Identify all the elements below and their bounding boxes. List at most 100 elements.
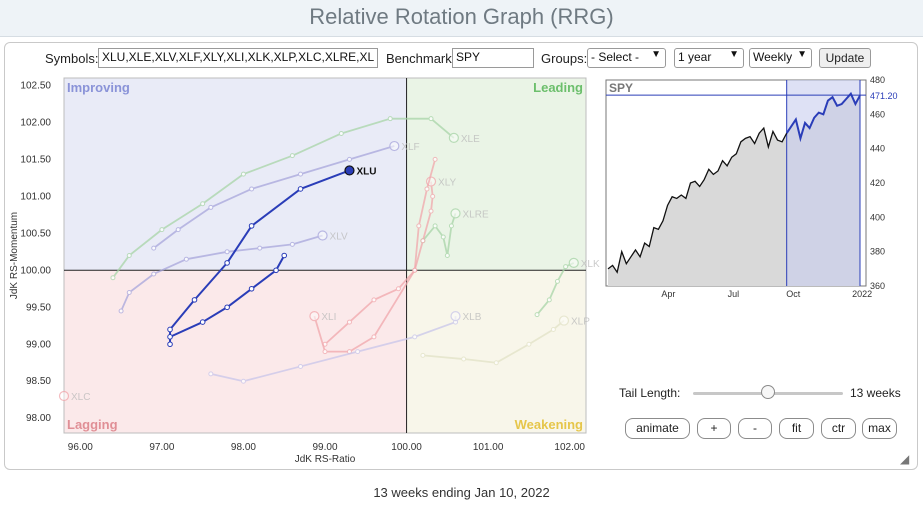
tail-point <box>420 352 426 358</box>
spy-y-tick-label: 460 <box>870 109 885 119</box>
zoom-in-button[interactable]: + <box>697 418 731 439</box>
spy-y-tick-label: 480 <box>870 75 885 85</box>
spy-y-tick-label: 400 <box>870 212 885 222</box>
tail-point <box>151 271 157 277</box>
zoom-out-button[interactable]: - <box>738 418 772 439</box>
leading-quadrant <box>406 78 586 271</box>
x-tick-label: 99.00 <box>312 442 337 453</box>
tail-point <box>199 319 206 325</box>
tail-point <box>167 326 173 333</box>
groups-select[interactable]: - Select - ▼ <box>587 48 666 68</box>
update-button[interactable]: Update <box>819 48 871 68</box>
tail-point <box>240 378 246 384</box>
spy-y-tick-label: 420 <box>870 178 885 188</box>
resize-grip-icon[interactable]: ◢ <box>900 452 910 466</box>
series-label-xlf: XLF <box>401 142 419 153</box>
spy-x-tick-label: Apr <box>661 289 675 299</box>
y-tick-label: 101.00 <box>20 191 51 202</box>
spy-last-value: 471.20 <box>870 91 898 101</box>
tail-point <box>118 308 124 314</box>
tail-point <box>346 319 352 325</box>
series-label-xlc: XLC <box>71 392 90 403</box>
tail-point <box>126 289 132 295</box>
tail-point <box>183 256 189 262</box>
head-point-xlf <box>389 140 400 152</box>
chevron-down-icon: ▼ <box>651 49 661 60</box>
benchmark-input[interactable]: SPY <box>452 48 534 68</box>
tail-point <box>493 360 499 366</box>
x-tick-label: 96.00 <box>68 442 93 453</box>
tail-point <box>428 208 434 214</box>
tail-point <box>240 171 246 177</box>
tail-line-xle <box>112 117 455 279</box>
x-axis-label: JdK RS-Ratio <box>295 454 356 465</box>
page-title: Relative Rotation Graph (RRG) <box>309 4 614 29</box>
series-xlb: XLB <box>208 311 482 384</box>
y-tick-label: 100.00 <box>20 265 51 276</box>
fit-button[interactable]: fit <box>779 418 814 439</box>
tail-point <box>298 363 304 369</box>
tail-point <box>159 227 165 233</box>
tail-length-slider-handle[interactable] <box>761 385 775 399</box>
series-label-xlk: XLK <box>581 259 600 270</box>
symbols-input[interactable]: XLU,XLE,XLV,XLF,XLY,XLI,XLK,XLP,XLC,XLRE… <box>98 48 378 68</box>
series-label-xlv: XLV <box>330 232 348 243</box>
spy-x-tick-label: Oct <box>786 289 801 299</box>
tail-point <box>416 223 422 229</box>
tail-point <box>298 171 304 177</box>
tail-line-xlv <box>120 234 323 312</box>
quadrant-label-leading: Leading <box>533 80 583 95</box>
tail-point <box>248 223 255 229</box>
weakening-quadrant <box>406 270 586 433</box>
tail-point <box>554 278 560 284</box>
tail-point <box>534 312 540 318</box>
x-tick-label: 102.00 <box>554 442 585 453</box>
symbols-label: Symbols: <box>45 51 99 66</box>
y-tick-label: 98.00 <box>26 413 51 424</box>
period-select[interactable]: 1 year ▼ <box>674 48 744 68</box>
tail-point <box>224 304 230 311</box>
spy-y-tick-label: 380 <box>870 247 885 257</box>
x-tick-label: 101.00 <box>473 442 504 453</box>
tail-point <box>297 186 304 192</box>
series-label-xlp: XLP <box>571 317 590 328</box>
center-button[interactable]: ctr <box>821 418 856 439</box>
head-point-xlu <box>344 165 355 176</box>
series-xlu: XLU <box>167 165 376 348</box>
tail-point <box>257 245 263 251</box>
max-button[interactable]: max <box>862 418 897 439</box>
head-point-xlk <box>568 257 579 268</box>
tail-point <box>387 116 393 122</box>
tail-point <box>167 341 173 348</box>
x-tick-label: 100.00 <box>391 442 422 453</box>
quadrant-label-improving: Improving <box>67 80 130 95</box>
interval-select[interactable]: Weekly ▼ <box>749 48 812 68</box>
head-point-xlb <box>450 311 461 322</box>
tail-point <box>448 223 454 229</box>
tail-length-label: Tail Length: <box>619 386 681 400</box>
tail-point <box>412 334 418 340</box>
tail-point <box>444 253 450 258</box>
chevron-down-icon: ▼ <box>797 49 807 60</box>
spy-highlight-region <box>786 80 860 286</box>
series-label-xly: XLY <box>438 178 456 189</box>
head-point-xlc <box>58 390 70 402</box>
title-bar: Relative Rotation Graph (RRG) <box>0 0 923 37</box>
tail-point <box>461 356 467 362</box>
spy-x-tick-label: Jul <box>728 289 740 299</box>
tail-point <box>440 234 446 240</box>
tail-point <box>432 156 438 162</box>
head-point-xlv <box>317 230 328 241</box>
tail-point <box>224 260 230 266</box>
tail-point <box>546 297 552 303</box>
chevron-down-icon: ▼ <box>729 49 739 60</box>
series-xlf: XLF <box>151 140 420 251</box>
quadrant-label-lagging: Lagging <box>67 417 118 432</box>
series-xlp: XLP <box>420 315 590 366</box>
tail-point <box>151 245 157 251</box>
animate-button[interactable]: animate <box>625 418 690 439</box>
spy-price-line-highlight <box>785 91 861 143</box>
tail-point <box>424 186 430 192</box>
